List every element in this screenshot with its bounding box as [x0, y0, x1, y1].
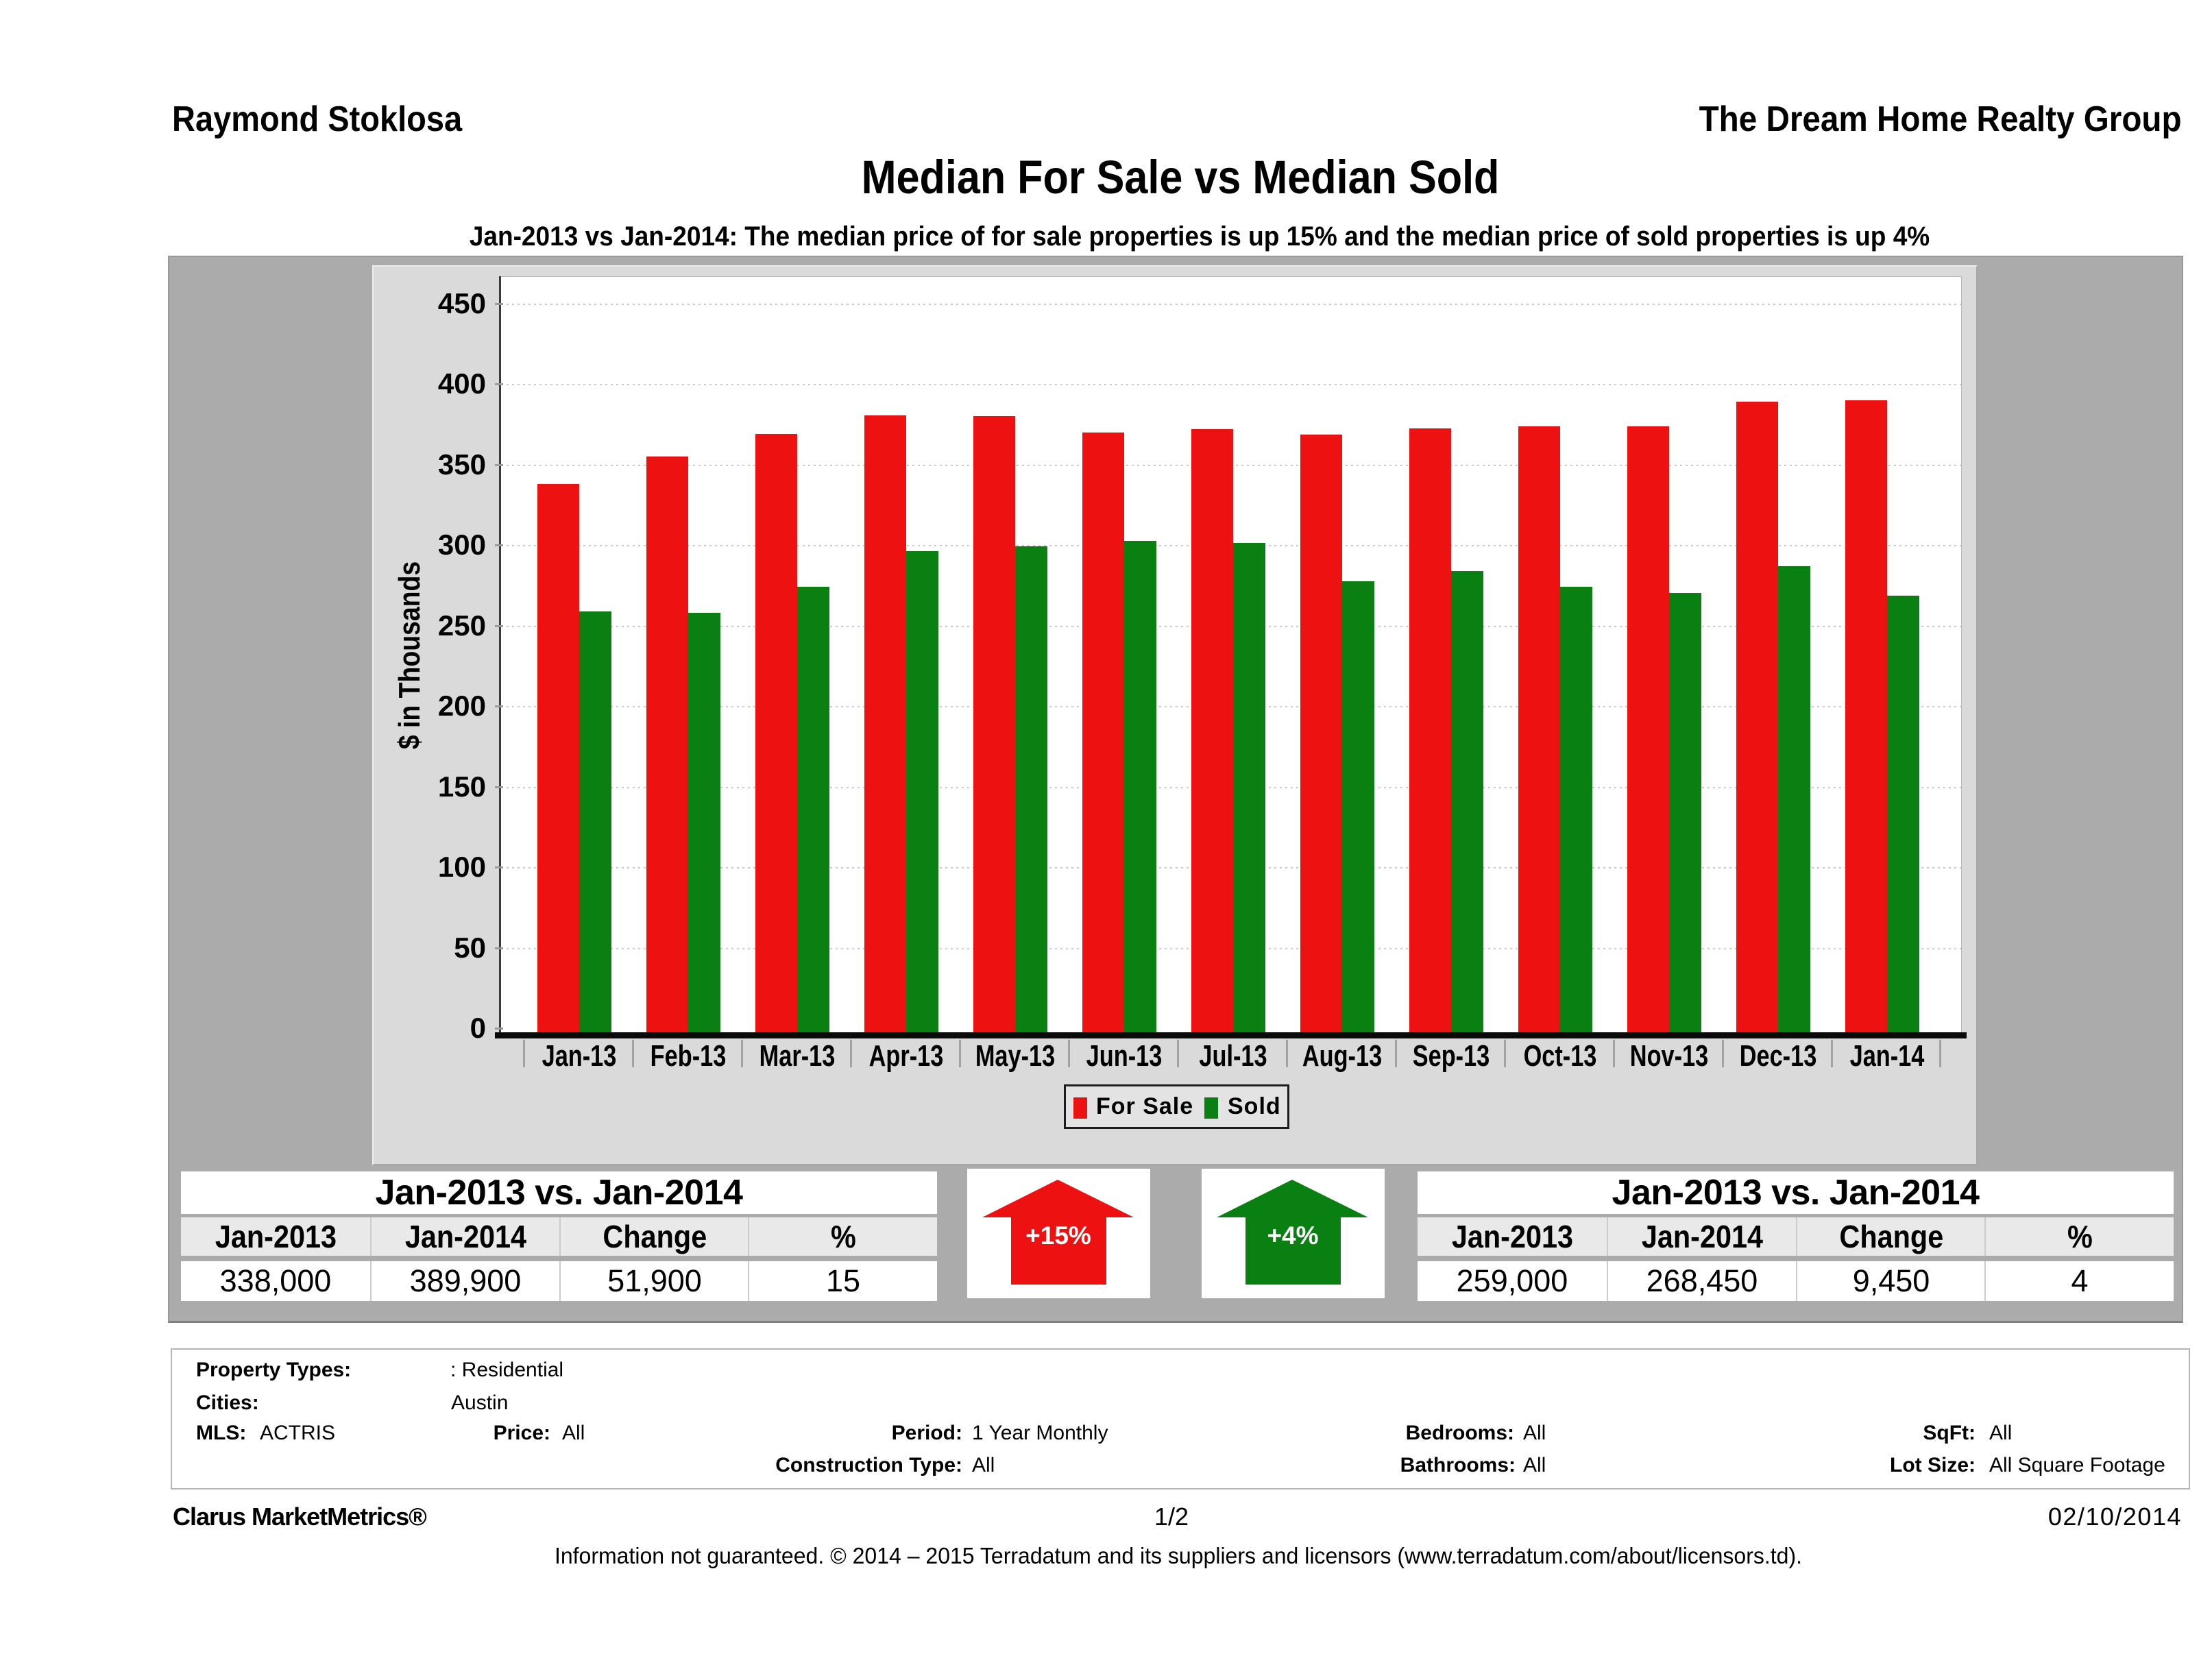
svg-text:+15%: +15%: [1025, 1221, 1091, 1250]
svg-text:+4%: +4%: [1267, 1221, 1318, 1250]
